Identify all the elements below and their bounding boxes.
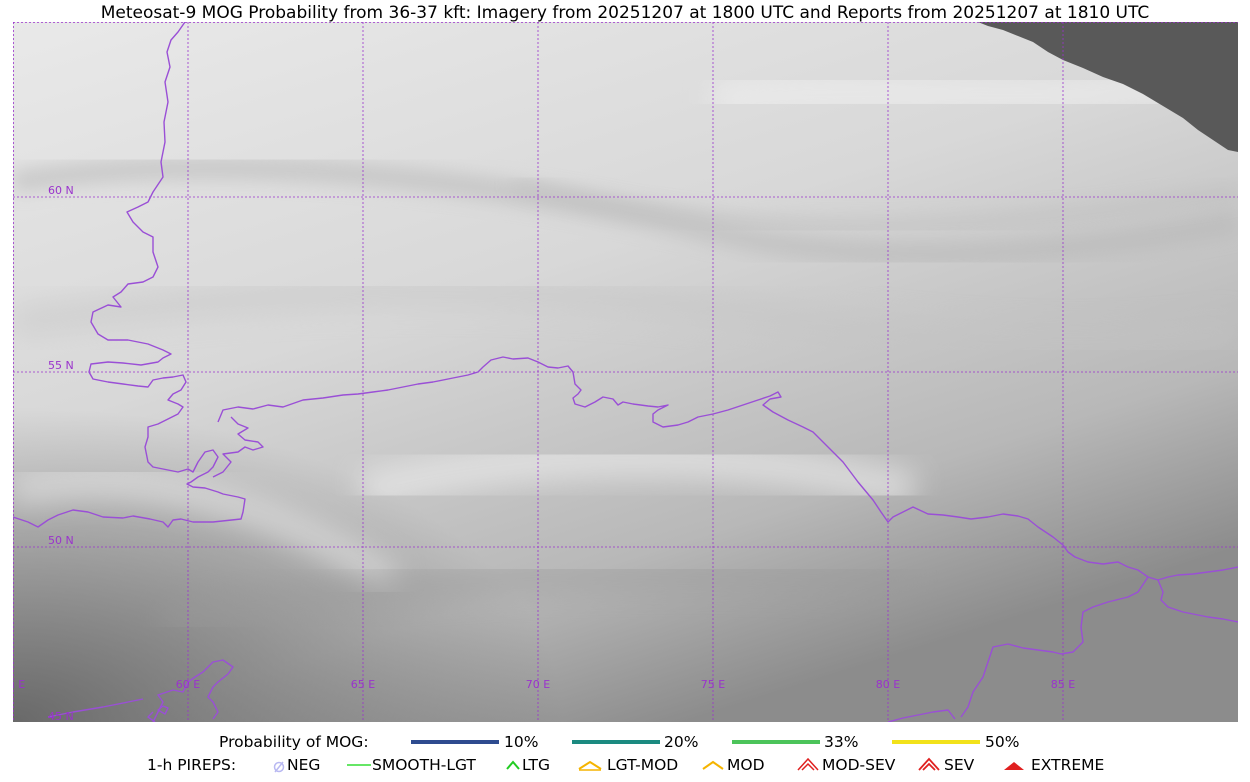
pirep-legend: 1-h PIREPS: NEG SMOOTH-LGT LTG LGT-MOD M… (0, 756, 1250, 776)
lon-label-60e: 60 E (176, 678, 200, 691)
lat-label-60n: 60 N (48, 184, 74, 197)
lon-label-80e: 80 E (876, 678, 900, 691)
pirep-lgt-mod-label: LGT-MOD (607, 756, 679, 774)
border-aral-region (152, 659, 234, 722)
border-west (13, 22, 246, 528)
border-inner-loop (212, 416, 264, 478)
probability-legend: Probability of MOG: 10% 20% 33% 50% (0, 733, 1250, 753)
prob-50-label: 50% (985, 733, 1020, 751)
pirep-mod-label: MOD (727, 756, 765, 774)
mod-caret-icon (702, 760, 724, 770)
border-north-kz (217, 356, 1238, 581)
pirep-extreme-label: EXTREME (1031, 756, 1105, 774)
pirep-ltg-label: LTG (522, 756, 550, 774)
lon-label-75e: 75 E (701, 678, 725, 691)
lon-label-70e: 70 E (526, 678, 550, 691)
graticule (13, 22, 1238, 722)
pirep-legend-title: 1-h PIREPS: (147, 756, 237, 774)
ltg-caret-icon (506, 760, 520, 770)
pirep-sev-label: SEV (944, 756, 975, 774)
lon-label-55e: 55 E (13, 678, 25, 691)
mod-sev-caret-icon (797, 757, 819, 771)
lon-label-85e: 85 E (1051, 678, 1075, 691)
country-borders (13, 22, 1238, 722)
border-southwest-line (47, 698, 144, 718)
smooth-lgt-line-icon (347, 764, 371, 766)
lon-label-65e: 65 E (351, 678, 375, 691)
pirep-smooth-lgt-label: SMOOTH-LGT (372, 756, 476, 774)
nodata-region (978, 22, 1238, 152)
prob-33-swatch (732, 740, 820, 744)
pirep-neg-label: NEG (287, 756, 321, 774)
prob-10-label: 10% (504, 733, 539, 751)
extreme-caret-icon (1004, 762, 1024, 770)
lon-labels: 55 E 60 E 65 E 70 E 75 E 80 E 85 E (13, 678, 1075, 691)
prob-20-swatch (572, 740, 660, 744)
border-south-bottom (887, 709, 956, 722)
probability-legend-title: Probability of MOG: (219, 733, 369, 751)
border-east-south (960, 576, 1149, 718)
border-far-east (1157, 579, 1238, 623)
chart-title: Meteosat-9 MOG Probability from 36-37 kf… (100, 3, 1150, 23)
lat-label-50n: 50 N (48, 534, 74, 547)
prob-33-label: 33% (824, 733, 859, 751)
lat-label-45n: 45 N (48, 710, 74, 722)
prob-20-label: 20% (664, 733, 699, 751)
border-aral-islands (147, 705, 169, 722)
lgt-mod-caret-icon (578, 760, 602, 771)
sev-caret-icon (918, 757, 940, 771)
prob-10-swatch (411, 740, 499, 744)
prob-50-swatch (892, 740, 980, 744)
pirep-mod-sev-label: MOD-SEV (822, 756, 896, 774)
lat-label-55n: 55 N (48, 359, 74, 372)
neg-icon (273, 761, 285, 773)
lat-labels: 60 N 55 N 50 N 45 N (48, 184, 74, 722)
satellite-map: 60 N 55 N 50 N 45 N 55 E 60 E 65 E 70 E … (13, 22, 1238, 722)
